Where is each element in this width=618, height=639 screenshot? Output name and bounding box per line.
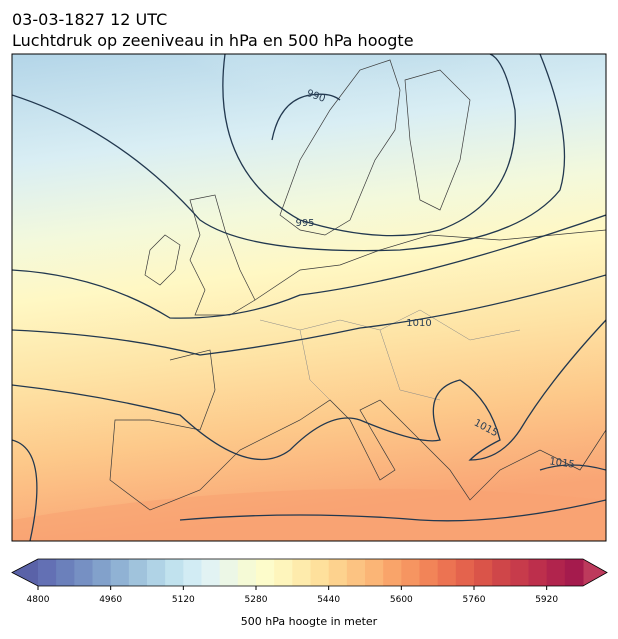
colorbar-band [201, 559, 221, 586]
colorbar-tick-label: 4960 [99, 595, 122, 605]
colorbar-band [564, 559, 584, 586]
borders [259, 309, 521, 401]
colorbar-tick-label: 5280 [245, 595, 268, 605]
colorbar-outline [11, 558, 608, 587]
isobar-label: 1010 [406, 318, 431, 329]
colorbar-band [437, 559, 457, 586]
low-pressure-shade [120, 54, 606, 240]
isobar-label: 995 [295, 218, 314, 229]
colorbar-band [419, 559, 439, 586]
colorbar-band [165, 559, 184, 586]
colorbar-tick-label: 5600 [390, 595, 413, 605]
colorbar-tick-label: 5920 [535, 595, 558, 605]
colorbar-band [492, 559, 511, 586]
colorbar-band [474, 559, 493, 586]
colorbar-band [256, 559, 275, 586]
isobar-1015 [12, 319, 606, 461]
colorbar: 4800 4960 5120 5280 5440 5600 5760 5920 [11, 558, 608, 605]
colorbar-band [147, 559, 166, 586]
coast-finland [404, 69, 471, 211]
coast-scandinavia [279, 59, 401, 236]
colorbar-band [510, 559, 529, 586]
coast-south [109, 349, 606, 511]
colorbar-label: 500 hPa hoogte in meter [241, 615, 378, 628]
title-date: 03-03-1827 12 UTC [12, 10, 167, 29]
coast-ireland [144, 234, 181, 286]
colorbar-band [110, 559, 130, 586]
colorbar-band [401, 559, 420, 586]
isobar-1000 [12, 54, 566, 252]
colorbar-band [546, 559, 566, 586]
colorbar-band [310, 559, 330, 586]
colorbar-tick-label: 5440 [317, 595, 340, 605]
colorbar-tick-label: 4800 [27, 595, 50, 605]
colorbar-band [74, 559, 93, 586]
colorbar-band [274, 559, 293, 586]
colorbar-band [56, 559, 75, 586]
colorbar-band [183, 559, 202, 586]
colorbar-band [328, 559, 348, 586]
colorbar-over [583, 559, 607, 586]
colorbar-band [528, 559, 548, 586]
colorbar-band [92, 559, 112, 586]
colorbar-under [12, 559, 38, 586]
colorbar-band [346, 559, 366, 586]
colorbar-band [38, 559, 57, 586]
colorbar-band [455, 559, 475, 586]
isobar-1020 [12, 439, 606, 541]
colorbar-tick-label: 5120 [172, 595, 195, 605]
colorbar-band [365, 559, 384, 586]
colorbar-band [128, 559, 148, 586]
title-description: Luchtdruk op zeeniveau in hPa en 500 hPa… [12, 31, 414, 50]
isobar-990 [271, 93, 341, 141]
colorbar-band [292, 559, 311, 586]
colorbar-band [219, 559, 239, 586]
isobar-1010 [12, 274, 606, 356]
colorbar-band [383, 559, 402, 586]
map: 990 995 1010 1015 1015 [12, 54, 606, 541]
colorbar-tick-label: 5760 [463, 595, 486, 605]
isobar-label: 1015 [549, 456, 576, 470]
colorbar-band [237, 559, 257, 586]
isobar-1005 [12, 214, 606, 319]
map-frame [11, 53, 607, 542]
isobar-995 [222, 54, 516, 237]
